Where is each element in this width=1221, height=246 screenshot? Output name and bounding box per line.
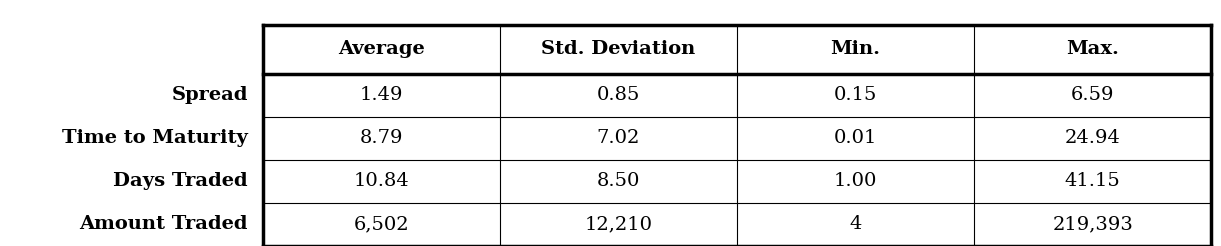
Text: 10.84: 10.84 <box>353 172 409 190</box>
Text: 1.49: 1.49 <box>359 86 403 104</box>
Text: 0.01: 0.01 <box>834 129 877 147</box>
Text: 0.15: 0.15 <box>834 86 877 104</box>
Text: 7.02: 7.02 <box>597 129 640 147</box>
Text: Max.: Max. <box>1066 40 1120 58</box>
Text: Std. Deviation: Std. Deviation <box>541 40 696 58</box>
Text: 4: 4 <box>850 215 862 233</box>
Text: Time to Maturity: Time to Maturity <box>62 129 248 147</box>
Text: 6,502: 6,502 <box>353 215 409 233</box>
Text: 6.59: 6.59 <box>1071 86 1115 104</box>
Text: Min.: Min. <box>830 40 880 58</box>
Text: 1.00: 1.00 <box>834 172 877 190</box>
Text: 8.79: 8.79 <box>359 129 403 147</box>
Text: 219,393: 219,393 <box>1053 215 1133 233</box>
Text: Spread: Spread <box>171 86 248 104</box>
Text: 12,210: 12,210 <box>585 215 652 233</box>
Text: 8.50: 8.50 <box>597 172 640 190</box>
Text: 0.85: 0.85 <box>597 86 640 104</box>
Text: Amount Traded: Amount Traded <box>79 215 248 233</box>
Text: 41.15: 41.15 <box>1065 172 1121 190</box>
Text: Average: Average <box>338 40 425 58</box>
Text: 24.94: 24.94 <box>1065 129 1121 147</box>
Text: Days Traded: Days Traded <box>114 172 248 190</box>
